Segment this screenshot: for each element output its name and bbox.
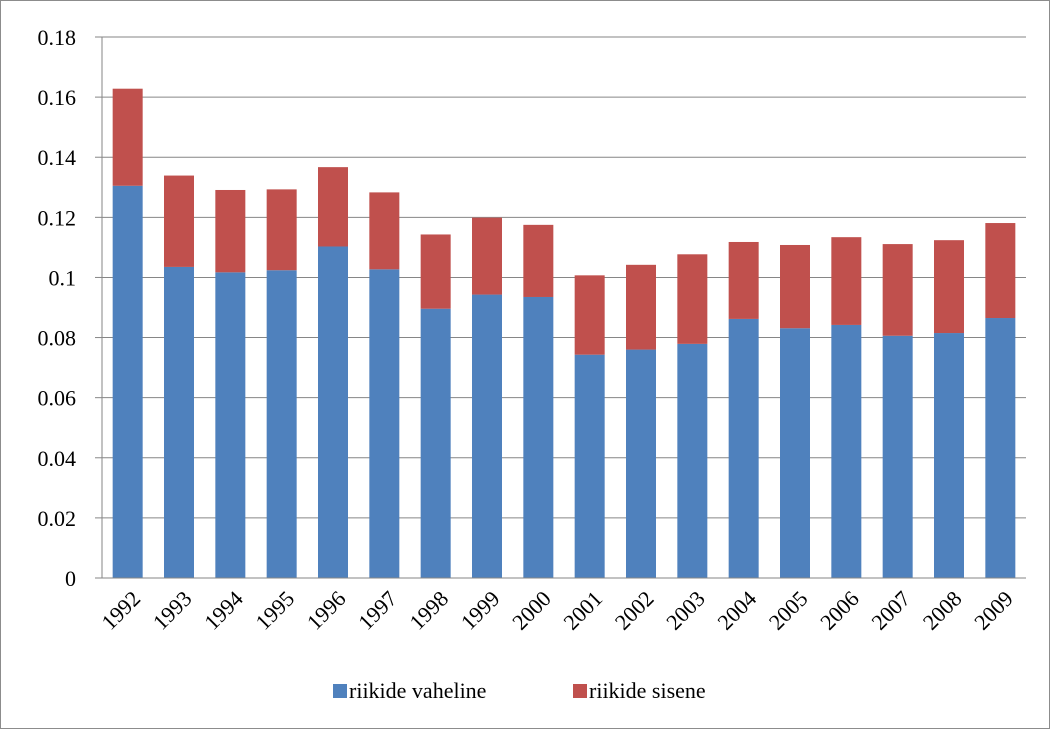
bar-riikide-vaheline-2003 [677, 343, 708, 578]
y-tick-label: 0.04 [38, 446, 77, 471]
axes [95, 36, 1026, 579]
bar-riikide-vaheline-2007 [882, 335, 913, 578]
x-tick-label: 1997 [353, 586, 402, 635]
bar-riikide-sisene-2005 [780, 244, 810, 329]
bar-riikide-vaheline-2004 [728, 318, 759, 578]
bar-riikide-vaheline-1999 [472, 294, 502, 578]
x-tick-label: 1993 [148, 586, 197, 635]
bar-riikide-vaheline-2005 [780, 328, 810, 578]
x-tick-label: 2006 [815, 586, 864, 635]
bar-riikide-vaheline-2008 [934, 333, 964, 578]
y-tick-label: 0.08 [38, 326, 77, 351]
bar-riikide-sisene-2009 [985, 223, 1016, 319]
gridlines [102, 36, 1026, 519]
x-tick-labels: 1992 1993 1994 1995 1996 1997 1998 1999 2000 2001… [96, 586, 1017, 635]
x-tick-label: 1995 [250, 586, 299, 635]
y-tick-label: 0.1 [49, 265, 77, 290]
bar-riikide-sisene-2008 [934, 240, 964, 334]
legend-swatch-riikide-vaheline [333, 684, 347, 698]
y-tick-label: 0.12 [38, 205, 77, 230]
x-tick-label: 2001 [558, 586, 607, 635]
bar-riikide-vaheline-1998 [420, 308, 451, 578]
legend-label-riikide-sisene: riikide sisene [589, 678, 706, 703]
bar-riikide-sisene-2006 [831, 237, 862, 325]
bar-riikide-vaheline-1996 [318, 246, 348, 578]
x-tick-label: 2008 [918, 586, 967, 635]
bar-riikide-sisene-1993 [164, 175, 194, 267]
legend: riikide vaheline riikide sisene [333, 678, 706, 703]
bar-riikide-sisene-2003 [677, 254, 708, 344]
bar-riikide-sisene-1998 [420, 234, 451, 309]
bar-riikide-sisene-1995 [266, 189, 297, 271]
x-tick-label: 2002 [610, 586, 659, 635]
bar-riikide-sisene-2007 [882, 244, 913, 336]
legend-label-riikide-vaheline: riikide vaheline [349, 678, 486, 703]
legend-swatch-riikide-sisene [573, 684, 587, 698]
bar-riikide-sisene-1996 [318, 167, 348, 247]
x-tick-label: 1992 [96, 586, 145, 635]
bar-riikide-sisene-2000 [523, 224, 554, 297]
y-tick-label: 0.18 [38, 25, 77, 50]
x-tick-label: 1998 [404, 586, 453, 635]
x-tick-label: 1999 [456, 586, 505, 635]
y-tick-label: 0.02 [38, 506, 77, 531]
y-tick-labels: 0 0.02 0.04 0.06 0.08 0.1 0.12 0.14 0.16 0.18 [38, 25, 77, 591]
bar-riikide-vaheline-1993 [164, 266, 194, 578]
bars [112, 88, 1016, 578]
bar-riikide-sisene-1999 [472, 217, 502, 295]
bar-riikide-sisene-2001 [574, 275, 605, 355]
bar-riikide-sisene-1992 [112, 88, 143, 186]
bar-riikide-sisene-2004 [728, 241, 759, 319]
x-tick-label: 2004 [712, 586, 761, 635]
x-tick-label: 1994 [199, 586, 248, 635]
x-tick-label: 1996 [302, 586, 351, 635]
x-tick-label: 2005 [764, 586, 813, 635]
bar-riikide-vaheline-2002 [626, 349, 656, 578]
bar-riikide-sisene-2002 [626, 264, 656, 350]
bar-riikide-vaheline-2001 [574, 354, 605, 578]
y-tick-label: 0.14 [38, 145, 77, 170]
bar-riikide-vaheline-1995 [266, 270, 297, 578]
x-tick-label: 2009 [969, 586, 1018, 635]
bar-riikide-sisene-1994 [215, 189, 246, 273]
bar-riikide-sisene-1997 [369, 192, 400, 270]
bar-riikide-vaheline-1997 [369, 269, 400, 578]
bar-riikide-vaheline-2009 [985, 318, 1016, 578]
y-tick-label: 0.16 [38, 85, 77, 110]
bar-riikide-vaheline-1994 [215, 272, 246, 578]
bar-riikide-vaheline-2000 [523, 296, 554, 578]
x-tick-label: 2000 [507, 586, 556, 635]
y-tick-label: 0.06 [38, 386, 77, 411]
bar-riikide-vaheline-2006 [831, 324, 862, 578]
bar-riikide-vaheline-1992 [112, 185, 143, 578]
x-tick-label: 2003 [661, 586, 710, 635]
x-tick-label: 2007 [866, 586, 915, 635]
y-tick-label: 0 [65, 566, 76, 591]
